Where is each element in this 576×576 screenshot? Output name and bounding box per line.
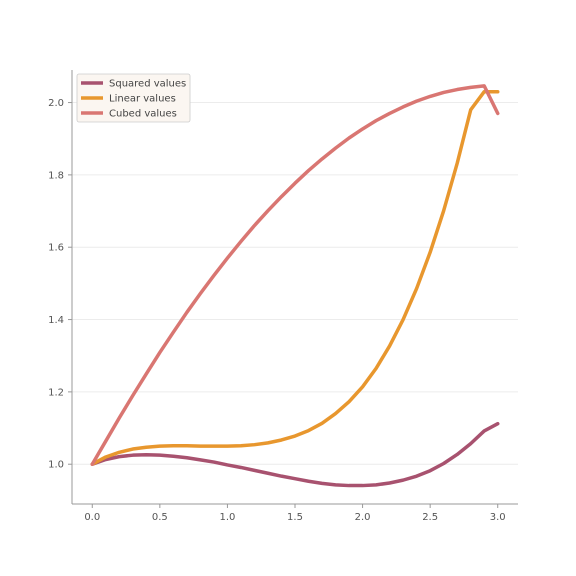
legend-label: Cubed values [109, 109, 177, 120]
series-lines [90, 84, 500, 488]
series-line-linear-values [90, 89, 500, 466]
x-tick-label: 2.0 [355, 512, 371, 523]
x-tick-label: 1.5 [287, 512, 303, 523]
series-line-squared-values [90, 421, 500, 488]
y-tick-label: 1.2 [48, 387, 64, 398]
legend-label: Linear values [109, 94, 176, 105]
y-tick-label: 1.4 [48, 315, 64, 326]
tick-labels: 1.0 1.2 1.4 1.6 1.8 2.0 0.0 0.5 1.0 1.5 2.0 2.5 3.0 [48, 98, 506, 523]
series-line-cubed-values [90, 84, 500, 466]
legend-box [76, 73, 191, 123]
x-tick-label: 0.5 [152, 512, 168, 523]
legend: Squared values Linear values Cubed values [76, 73, 191, 123]
y-tick-label: 2.0 [48, 98, 64, 109]
x-tick-label: 1.0 [219, 512, 235, 523]
gridlines [72, 102, 518, 465]
x-tick-label: 0.0 [84, 512, 100, 523]
axes [68, 70, 518, 508]
y-tick-label: 1.0 [48, 460, 64, 471]
x-tick-label: 3.0 [490, 512, 506, 523]
y-tick-label: 1.8 [48, 170, 64, 181]
y-tick-label: 1.6 [48, 243, 64, 254]
legend-label: Squared values [109, 79, 186, 90]
x-tick-label: 2.5 [422, 512, 438, 523]
